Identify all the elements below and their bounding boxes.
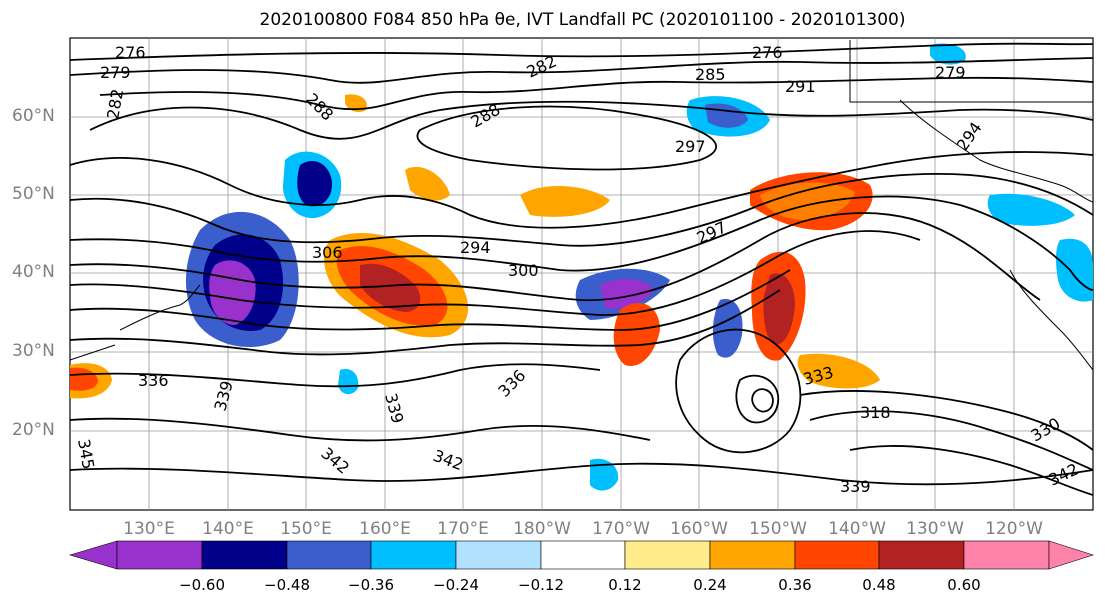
contour-label-300: 300 [508, 261, 539, 280]
colorbar-tick-pos024: 0.24 [693, 576, 727, 594]
lon-label-130e: 130°E [123, 519, 175, 539]
colorbar-tick-pos012: 0.12 [608, 576, 642, 594]
lat-label-60n: 60°N [12, 106, 55, 126]
map-title: 2020100800 F084 850 hPa θe, IVT Landfall… [259, 10, 906, 30]
lon-label-160w: 160°W [670, 519, 728, 539]
lon-label-150w: 150°W [749, 519, 807, 539]
contour-label-291: 291 [785, 77, 816, 96]
lon-label-140w: 140°W [828, 519, 886, 539]
contour-label-336: 336 [138, 371, 169, 390]
contour-label-297: 297 [675, 137, 706, 156]
colorbar-tick-neg048: −0.48 [264, 576, 310, 594]
contour-label-276-east: 276 [752, 43, 783, 62]
contour-label-279-east: 279 [935, 63, 966, 82]
lon-label-160e: 160°E [359, 519, 411, 539]
contour-label-318: 318 [860, 403, 891, 422]
colorbar-tick-neg036: −0.36 [348, 576, 394, 594]
lon-label-150e: 150°E [280, 519, 332, 539]
lat-label-50n: 50°N [12, 184, 55, 204]
contour-label-279: 279 [100, 63, 131, 82]
colorbar [68, 540, 1094, 570]
colorbar-tick-neg060: −0.60 [179, 576, 225, 594]
lat-label-30n: 30°N [12, 341, 55, 361]
lon-label-170w: 170°W [592, 519, 650, 539]
colorbar-tick-pos048: 0.48 [862, 576, 896, 594]
colorbar-extend-high [1048, 540, 1094, 570]
contour-label-339-east: 339 [840, 477, 871, 496]
colorbar-extend-low [68, 540, 118, 570]
contour-label-306: 306 [312, 243, 343, 262]
theta-e-contours [69, 42, 1094, 496]
lon-label-130w: 130°W [906, 519, 964, 539]
lon-label-180w: 180°W [513, 519, 571, 539]
contour-label-294: 294 [460, 238, 491, 257]
coastlines [69, 40, 1094, 371]
contour-label-285: 285 [695, 65, 726, 84]
contour-label-276: 276 [115, 43, 146, 62]
lon-label-170e: 170°E [437, 519, 489, 539]
lon-label-120w: 120°W [985, 519, 1043, 539]
colorbar-tick-pos036: 0.36 [778, 576, 812, 594]
lat-label-20n: 20°N [12, 420, 55, 440]
colorbar-tick-pos060: 0.60 [947, 576, 981, 594]
colorbar-tick-neg012: −0.12 [518, 576, 564, 594]
lon-label-140e: 140°E [202, 519, 254, 539]
lat-label-40n: 40°N [12, 262, 55, 282]
colorbar-tick-neg024: −0.24 [433, 576, 479, 594]
